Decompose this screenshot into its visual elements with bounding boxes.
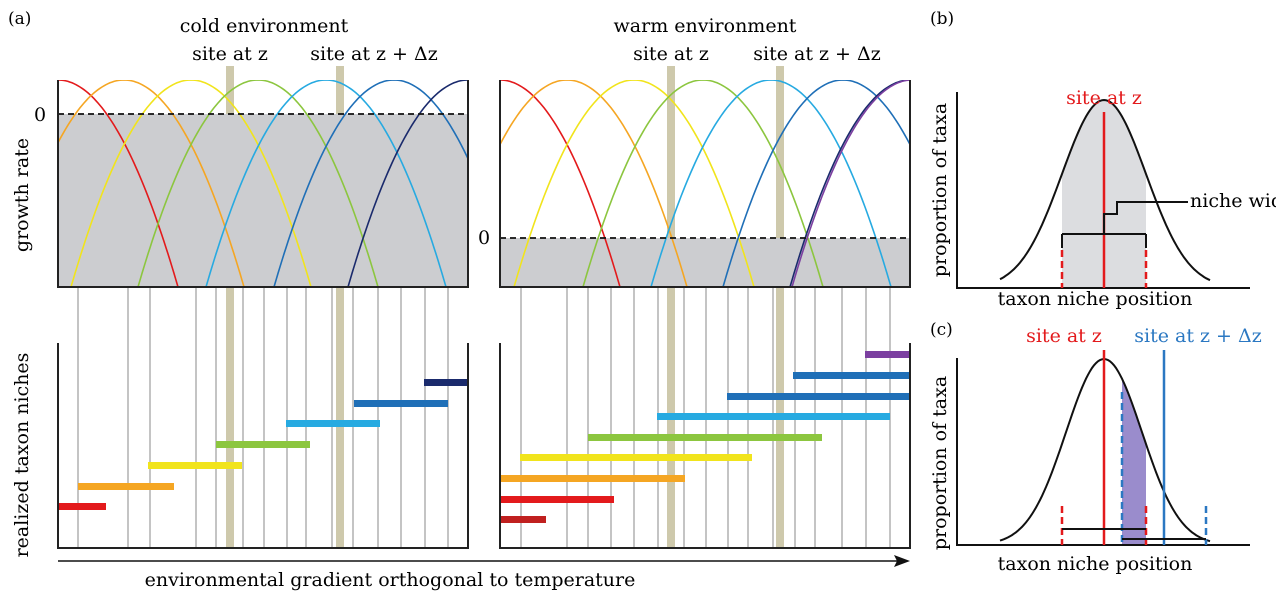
niche-bar [354,400,448,407]
gradient-axis-label: environmental gradient orthogonal to tem… [145,569,636,591]
growth-curve [722,80,910,287]
warm-environment-title: warm environment [614,15,797,37]
panel-b-taxon-position-label: taxon niche position [998,288,1193,310]
niche-bar [865,351,910,358]
panel-c-distribution [956,350,1250,546]
growth-axes [499,80,911,288]
niche-width-bracket [1061,201,1188,248]
niche-bar [424,379,468,386]
site-band [667,66,675,548]
panel-b-site-z-label: site at z [1066,87,1142,109]
niche-bar [216,441,310,448]
niche-width-label: niche width [1190,190,1276,212]
growth-curves [58,80,468,287]
site-bands [226,66,784,548]
growth-curve [58,80,179,287]
growth-curve [789,80,910,287]
growth-curve [205,80,447,287]
panel-b-axes [956,92,1250,289]
warm-realized-niche-bars [500,351,910,523]
growth-curve [650,80,892,287]
growth-curve [137,80,379,287]
niche-bar [727,393,910,400]
warm-zero-tick: 0 [478,227,490,249]
below-zero-shade [500,238,910,287]
growth-curve [347,80,468,287]
growth-curves [500,80,910,287]
niche-bar [286,420,380,427]
cold-growth-panel [57,80,469,288]
panel-c-axes [956,358,1250,546]
growth-curve [791,80,910,287]
niche-bar [657,413,890,420]
niche-bar [148,462,242,469]
growth-rate-axis-label: growth rate [11,138,33,252]
site-band [226,66,234,548]
niche-bar [520,454,752,461]
panel-b-distribution [956,92,1250,289]
growth-curve [500,80,688,287]
panel-c-label: (c) [930,320,953,340]
distribution-curve [999,98,1211,282]
panel-c-site-z-dz-label: site at z + Δz [1134,325,1262,347]
cold-environment-title: cold environment [180,15,349,37]
niche-bar [500,516,546,523]
growth-curve [70,80,312,287]
cold-site-z-label: site at z [192,43,268,65]
panel-c-proportion-label: proportion of taxa [929,376,951,550]
cold-zero-tick: 0 [34,104,46,126]
growth-curve [513,80,755,287]
panel-b-label: (b) [930,9,954,29]
niche-bar [58,503,106,510]
niche-bar [793,372,910,379]
realized-niche-axes [57,343,911,549]
warm-site-z-label: site at z [633,43,709,65]
niche-bar [78,483,174,490]
cold-realized-niche-bars [58,379,468,510]
overlap-shade [1122,378,1146,545]
growth-curve [273,80,468,287]
panel-c-site-z-label: site at z [1026,325,1102,347]
site-band [336,66,344,548]
panel-b-proportion-label: proportion of taxa [929,103,951,277]
growth-curve [500,80,621,287]
growth-curve [58,80,245,287]
growth-curve [582,80,824,287]
gradient-arrow [58,555,910,567]
niche-bar [588,434,822,441]
cold-site-z-dz-label: site at z + Δz [310,43,438,65]
panel-a-label: (a) [8,9,31,29]
site-band [776,66,784,548]
below-zero-shade [58,114,468,287]
warm-growth-panel [499,80,911,288]
niche-bar [500,475,685,482]
niche-bar [500,496,614,503]
realized-niches-axis-label: realized taxon niches [11,353,33,558]
growth-axes [57,80,469,288]
niche-width-brackets [1062,528,1206,540]
warm-site-z-dz-label: site at z + Δz [753,43,881,65]
panel-c-taxon-position-label: taxon niche position [998,553,1193,575]
